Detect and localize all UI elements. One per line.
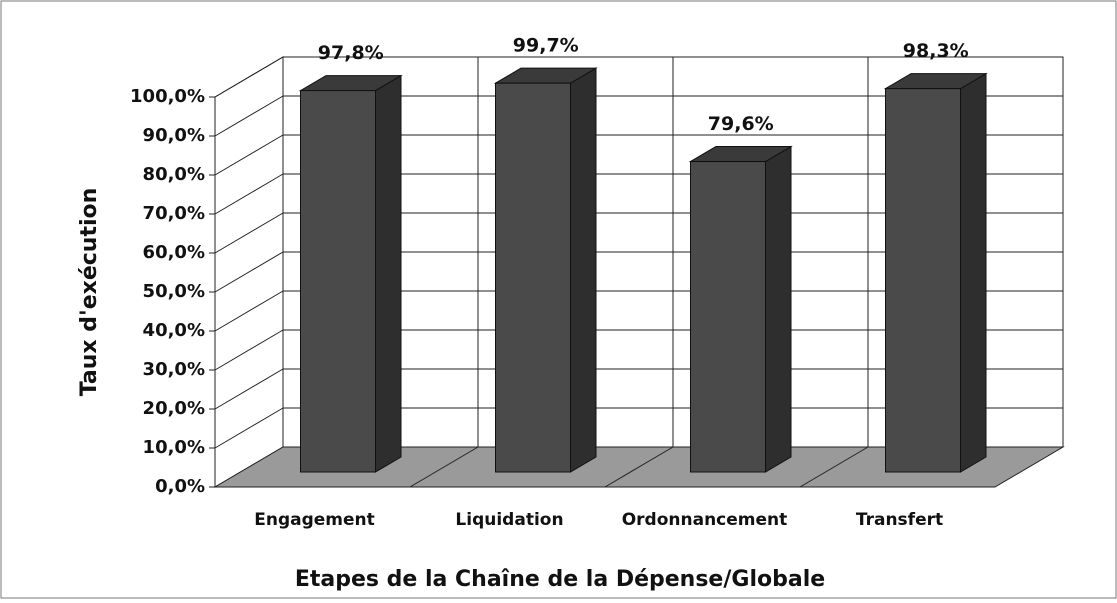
grid-line bbox=[214, 329, 284, 371]
y-tick-label: 20,0% bbox=[143, 398, 205, 419]
y-tick-label: 10,0% bbox=[143, 437, 205, 458]
y-tick-label: 50,0% bbox=[143, 281, 205, 302]
value-label: 97,8% bbox=[318, 42, 384, 64]
bar-side bbox=[960, 72, 987, 473]
bar bbox=[690, 161, 766, 473]
bar-side bbox=[375, 74, 402, 473]
grid-line bbox=[214, 407, 284, 449]
bar bbox=[495, 82, 571, 473]
y-tick-label: 90,0% bbox=[143, 125, 205, 146]
y-axis-title: Taux d'exécution bbox=[77, 188, 102, 397]
x-axis-title: Etapes de la Chaîne de la Dépense/Global… bbox=[295, 567, 825, 592]
grid-line bbox=[214, 134, 284, 176]
y-tick-label: 60,0% bbox=[143, 242, 205, 263]
value-label: 98,3% bbox=[903, 40, 969, 62]
y-tick-label: 80,0% bbox=[143, 164, 205, 185]
x-tick-label: Liquidation bbox=[455, 510, 563, 530]
y-tick-label: 30,0% bbox=[143, 359, 205, 380]
y-tick-label: 100,0% bbox=[130, 86, 205, 107]
bar-side bbox=[765, 145, 792, 473]
y-tick-label: 40,0% bbox=[143, 320, 205, 341]
grid-line bbox=[214, 212, 284, 254]
grid-line bbox=[214, 95, 284, 137]
x-tick-label: Ordonnancement bbox=[622, 510, 788, 530]
grid-line bbox=[214, 368, 284, 410]
floor-divider bbox=[604, 446, 674, 488]
grid-line bbox=[214, 290, 284, 332]
bar bbox=[300, 90, 376, 473]
grid-line bbox=[214, 173, 284, 215]
x-tick-label: Engagement bbox=[254, 510, 375, 530]
floor-divider bbox=[409, 446, 479, 488]
y-tick-label: 70,0% bbox=[143, 203, 205, 224]
x-tick-label: Transfert bbox=[856, 510, 943, 530]
bar bbox=[885, 88, 961, 473]
value-label: 79,6% bbox=[708, 113, 774, 135]
grid-line bbox=[214, 56, 284, 98]
bar-side bbox=[570, 67, 597, 473]
grid-line bbox=[214, 251, 284, 293]
floor-divider bbox=[799, 446, 869, 488]
value-label: 99,7% bbox=[513, 35, 579, 57]
y-tick-label: 0,0% bbox=[155, 476, 205, 497]
